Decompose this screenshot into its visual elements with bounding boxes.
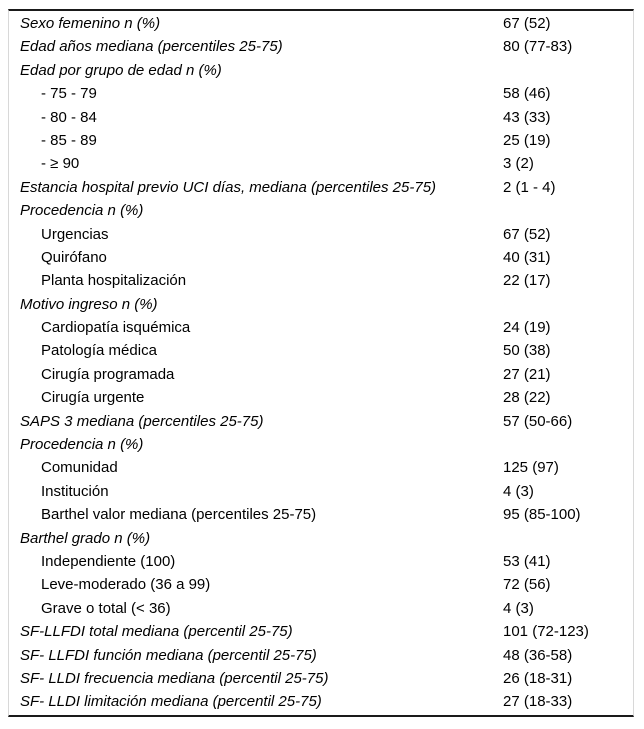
- row-value: 24 (19): [503, 319, 551, 337]
- table-row: Procedencia n (%): [9, 199, 633, 222]
- table-row: Edad por grupo de edad n (%): [9, 59, 633, 82]
- row-value: 27 (18-33): [503, 693, 573, 711]
- row-value: 3 (2): [503, 155, 534, 173]
- row-label: SF- LLFDI función mediana (percentil 25-…: [20, 646, 317, 664]
- row-label: Independiente (100): [41, 552, 176, 570]
- row-label: - ≥ 90: [41, 155, 80, 173]
- row-value: 4 (3): [503, 599, 534, 617]
- row-label: Planta hospitalización: [41, 272, 187, 290]
- row-label: Grave o total (< 36): [41, 599, 171, 617]
- table-row: Grave o total (< 36) 4 (3): [9, 597, 633, 620]
- row-label: SF- LLDI limitación mediana (percentil 2…: [20, 693, 322, 711]
- table-body: Sexo femenino n (%) 67 (52) Edad años me…: [9, 11, 633, 715]
- row-label: - 85 - 89: [41, 131, 97, 149]
- table-row: SF-LLFDI total mediana (percentil 25-75)…: [9, 620, 633, 643]
- row-label: SAPS 3 mediana (percentiles 25-75): [20, 412, 264, 430]
- table-row: SF- LLDI limitación mediana (percentil 2…: [9, 690, 633, 713]
- row-value: 57 (50-66): [503, 412, 573, 430]
- table-row: Barthel grado n (%): [9, 527, 633, 550]
- row-label: Procedencia n (%): [20, 202, 144, 220]
- row-label: SF- LLDI frecuencia mediana (percentil 2…: [20, 669, 329, 687]
- row-value: 25 (19): [503, 131, 551, 149]
- table-row: Cirugía urgente 28 (22): [9, 386, 633, 409]
- row-value: 58 (46): [503, 85, 551, 103]
- table-row: Procedencia n (%): [9, 433, 633, 456]
- row-value: 67 (52): [503, 15, 551, 32]
- row-value: 67 (52): [503, 225, 551, 243]
- table-row: Institución 4 (3): [9, 480, 633, 503]
- row-label: - 75 - 79: [41, 85, 97, 103]
- table-row: Motivo ingreso n (%): [9, 293, 633, 316]
- table-row: Urgencias 67 (52): [9, 223, 633, 246]
- table-row: SAPS 3 mediana (percentiles 25-75) 57 (5…: [9, 410, 633, 433]
- row-value: 72 (56): [503, 576, 551, 594]
- row-label: Motivo ingreso n (%): [20, 295, 158, 313]
- table-row: Leve-moderado (36 a 99) 72 (56): [9, 573, 633, 596]
- row-label: Cirugía programada: [41, 365, 175, 383]
- table-row: Edad años mediana (percentiles 25-75) 80…: [9, 35, 633, 58]
- table-row: - 85 - 89 25 (19): [9, 129, 633, 152]
- row-label: Comunidad: [41, 459, 118, 477]
- row-label: Leve-moderado (36 a 99): [41, 576, 211, 594]
- row-value: 2 (1 - 4): [503, 178, 556, 196]
- row-label: Institución: [41, 482, 109, 500]
- table-row: SF- LLFDI función mediana (percentil 25-…: [9, 644, 633, 667]
- row-label: Barthel grado n (%): [20, 529, 151, 547]
- row-label: Sexo femenino n (%): [20, 15, 161, 32]
- row-label: Cardiopatía isquémica: [41, 319, 191, 337]
- row-value: 28 (22): [503, 389, 551, 407]
- row-label: Estancia hospital previo UCI días, media…: [20, 178, 437, 196]
- patient-characteristics-table: Sexo femenino n (%) 67 (52) Edad años me…: [8, 9, 634, 717]
- row-label: Patología médica: [41, 342, 157, 360]
- row-label: Cirugía urgente: [41, 389, 145, 407]
- table-row: Independiente (100) 53 (41): [9, 550, 633, 573]
- row-value: 40 (31): [503, 248, 551, 266]
- row-value: 125 (97): [503, 459, 559, 477]
- row-label: Quirófano: [41, 248, 107, 266]
- table-row: Planta hospitalización 22 (17): [9, 269, 633, 292]
- row-value: 50 (38): [503, 342, 551, 360]
- table-row: Sexo femenino n (%) 67 (52): [9, 12, 633, 35]
- row-value: 48 (36-58): [503, 646, 573, 664]
- row-value: 4 (3): [503, 482, 534, 500]
- table-row: Cardiopatía isquémica 24 (19): [9, 316, 633, 339]
- row-value: 101 (72-123): [503, 623, 589, 641]
- row-label: Edad años mediana (percentiles 25-75): [20, 38, 283, 56]
- table-row: Barthel valor mediana (percentiles 25-75…: [9, 503, 633, 526]
- table-row: - 80 - 84 43 (33): [9, 106, 633, 129]
- row-label: Barthel valor mediana (percentiles 25-75…: [41, 506, 317, 524]
- row-label: Edad por grupo de edad n (%): [20, 61, 222, 79]
- row-value: 22 (17): [503, 272, 551, 290]
- row-value: 27 (21): [503, 365, 551, 383]
- table-row: SF- LLDI frecuencia mediana (percentil 2…: [9, 667, 633, 690]
- row-value: 26 (18-31): [503, 669, 573, 687]
- table-row: Comunidad 125 (97): [9, 456, 633, 479]
- table-row: - ≥ 90 3 (2): [9, 152, 633, 175]
- row-label: Urgencias: [41, 225, 109, 243]
- row-value: 80 (77-83): [503, 38, 573, 56]
- row-label: Procedencia n (%): [20, 436, 144, 454]
- table-row: Patología médica 50 (38): [9, 339, 633, 362]
- table-row: - 75 - 79 58 (46): [9, 82, 633, 105]
- table-row: Cirugía programada 27 (21): [9, 363, 633, 386]
- row-value: 95 (85-100): [503, 506, 581, 524]
- row-label: SF-LLFDI total mediana (percentil 25-75): [20, 623, 293, 641]
- table-row: Estancia hospital previo UCI días, media…: [9, 176, 633, 199]
- row-value: 43 (33): [503, 108, 551, 126]
- table-row: Quirófano 40 (31): [9, 246, 633, 269]
- row-label: - 80 - 84: [41, 108, 97, 126]
- row-value: 53 (41): [503, 552, 551, 570]
